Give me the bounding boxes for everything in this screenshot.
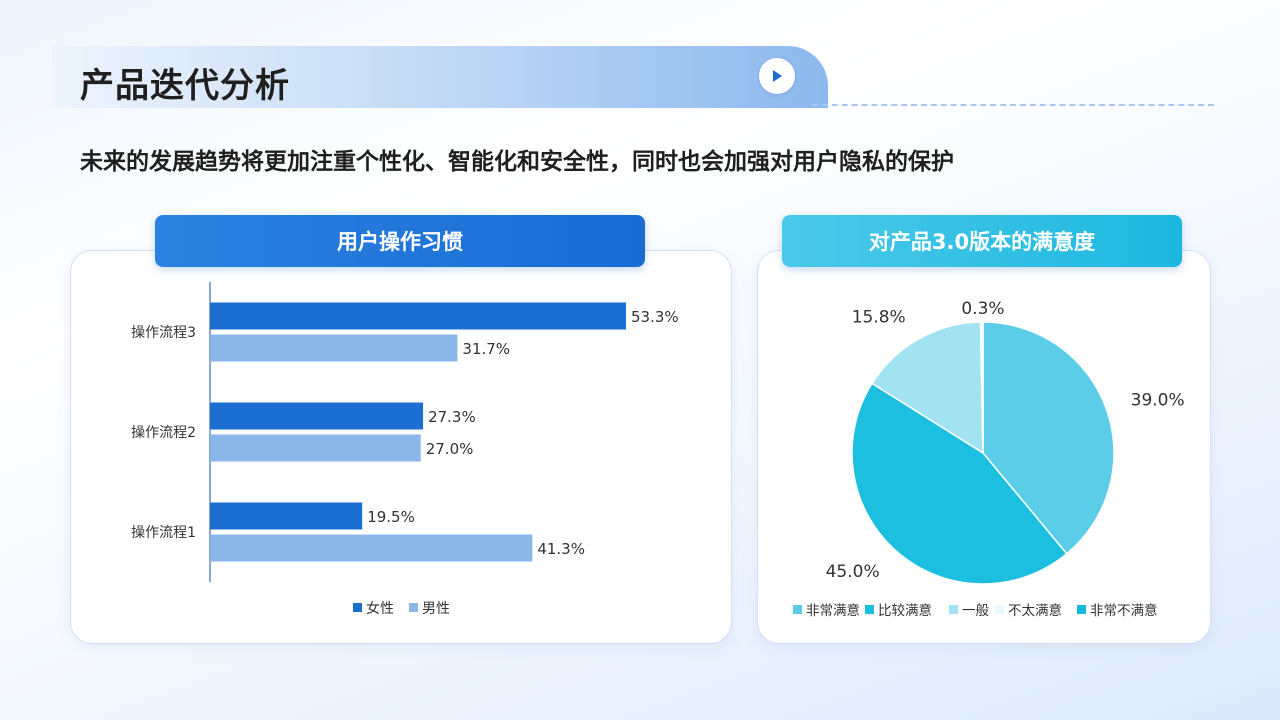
legend-label: 非常满意 (806, 602, 860, 619)
legend-swatch (353, 603, 362, 612)
pie-value-label: 0.3% (961, 299, 1004, 319)
bar-value-label: 27.0% (426, 440, 474, 458)
legend-swatch (793, 605, 802, 614)
legend-label: 不太满意 (1008, 602, 1062, 619)
play-icon (773, 70, 782, 82)
category-label: 操作流程1 (131, 525, 196, 541)
legend-label: 非常不满意 (1090, 602, 1158, 619)
legend-swatch (865, 605, 874, 614)
pie-slice (982, 321, 1115, 555)
bar-male (210, 534, 533, 562)
bar-female (210, 302, 626, 330)
pie-chart-title: 对产品3.0版本的满意度 (782, 215, 1182, 267)
legend-swatch (995, 605, 1004, 614)
category-label: 操作流程2 (131, 425, 196, 441)
pie-slice (870, 321, 984, 455)
legend-swatch (409, 603, 418, 612)
pie-value-label: 15.8% (852, 307, 906, 327)
bar-female (210, 402, 424, 430)
pie-slice (851, 382, 1068, 585)
legend-swatch (1077, 605, 1086, 614)
pie-chart: 39.0% 45.0% 15.8% 0.3% 非常满意 比较满意 一般 不太满意 非常不满意 (793, 299, 1185, 619)
divider-line (812, 104, 1214, 106)
bar-male (210, 334, 458, 362)
bar-chart: 操作流程3 53.3% 31.7% 操作流程2 27.3% 27.0% 操作流程1 19.5%… (131, 282, 679, 617)
play-button[interactable] (759, 58, 795, 94)
page-title: 产品迭代分析 (80, 66, 290, 106)
page-subtitle: 未来的发展趋势将更加注重个性化、智能化和安全性，同时也会加强对用户隐私的保护 (80, 149, 954, 175)
bar-male (210, 434, 421, 462)
legend-label: 一般 (962, 603, 990, 619)
bar-value-label: 53.3% (631, 308, 679, 326)
title-band (52, 46, 828, 108)
pie-slice (979, 321, 984, 454)
bar-value-label: 27.3% (428, 408, 476, 426)
pie-value-label: 45.0% (826, 562, 880, 582)
bar-value-label: 19.5% (367, 508, 415, 526)
category-label: 操作流程3 (131, 325, 196, 341)
bar-chart-title: 用户操作习惯 (155, 215, 645, 267)
legend-swatch (949, 605, 958, 614)
bar-value-label: 31.7% (462, 340, 510, 358)
legend-label: 男性 (422, 601, 450, 617)
legend-label: 比较满意 (878, 602, 932, 619)
pie-value-label: 39.0% (1131, 391, 1185, 411)
bar-value-label: 41.3% (537, 540, 585, 558)
legend-label: 女性 (366, 600, 394, 617)
bar-female (210, 502, 363, 530)
